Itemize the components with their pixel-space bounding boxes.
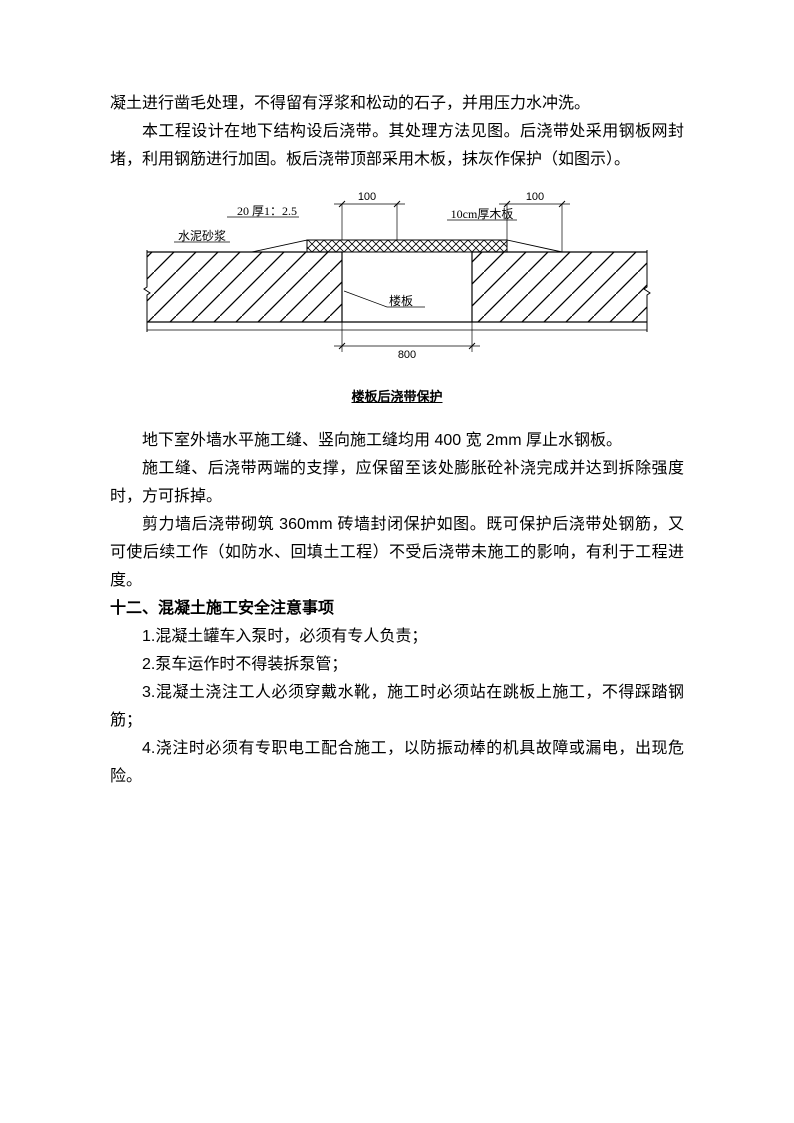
svg-text:800: 800 [398,349,416,361]
paragraph-3: 地下室外墙水平施工缝、竖向施工缝均用 400 宽 2mm 厚止水钢板。 [110,427,684,455]
safety-item-2: 2.泵车运作时不得装拆泵管； [110,651,684,679]
paragraph-5: 剪力墙后浇带砌筑 360mm 砖墙封闭保护如图。既可保护后浇带处钢筋，又可使后续… [110,511,684,595]
diagram-container: 100 100 20 厚1：2.5 10cm厚木板水泥砂浆楼板 800 楼板后浇带保护 [110,184,684,409]
safety-item-4: 4.浇注时必须有专职电工配合施工，以防振动棒的机具故障或漏电，出现危险。 [110,735,684,791]
section-heading-12: 十二、混凝土施工安全注意事项 [110,595,684,623]
svg-text:100: 100 [358,191,376,203]
svg-text:水泥砂浆: 水泥砂浆 [178,228,226,243]
paragraph-1: 凝土进行凿毛处理，不得留有浮浆和松动的石子，并用压力水冲洗。 [110,90,684,118]
cross-section-diagram: 100 100 20 厚1：2.5 10cm厚木板水泥砂浆楼板 800 [132,184,662,374]
svg-text:20 厚1：2.5: 20 厚1：2.5 [237,204,297,218]
paragraph-4: 施工缝、后浇带两端的支撑，应保留至该处膨胀砼补浇完成并达到拆除强度时，方可拆掉。 [110,455,684,511]
svg-text:10cm厚木板: 10cm厚木板 [451,207,514,221]
svg-text:楼板: 楼板 [389,293,413,308]
safety-item-1: 1.混凝土罐车入泵时，必须有专人负责； [110,623,684,651]
paragraph-2: 本工程设计在地下结构设后浇带。其处理方法见图。后浇带处采用钢板网封堵，利用钢筋进… [110,118,684,174]
diagram-caption: 楼板后浇带保护 [351,386,442,409]
svg-text:100: 100 [526,191,544,203]
safety-item-3: 3.混凝土浇注工人必须穿戴水靴，施工时必须站在跳板上施工，不得踩踏钢筋； [110,679,684,735]
